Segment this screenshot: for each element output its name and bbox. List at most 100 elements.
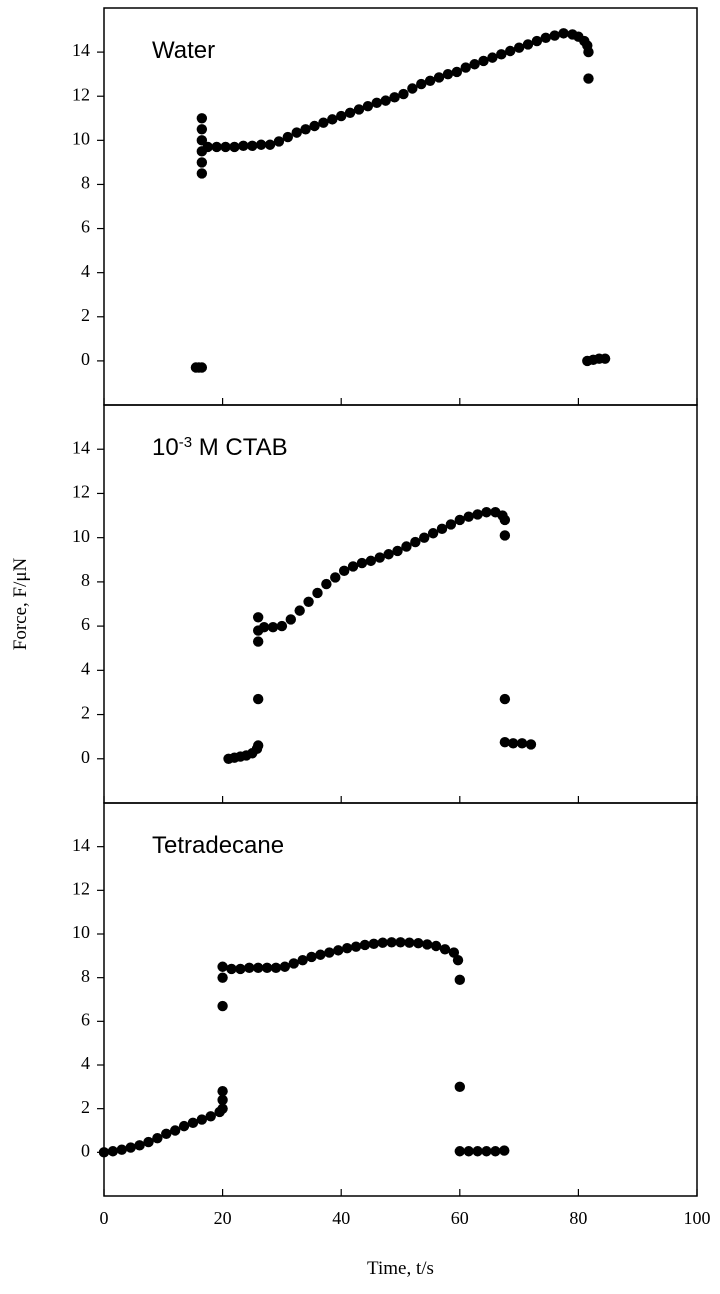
data-point <box>424 75 436 86</box>
data-point <box>448 947 460 958</box>
data-point <box>152 1132 163 1144</box>
data-point <box>134 1140 145 1151</box>
data-point <box>261 962 273 974</box>
data-point <box>374 552 385 563</box>
data-point <box>463 1146 474 1157</box>
panel-title: Tetradecane <box>152 832 284 859</box>
data-point <box>516 738 528 749</box>
data-point <box>481 1146 492 1157</box>
data-point <box>347 561 359 572</box>
data-point <box>499 1145 510 1156</box>
panel-title-part: -3 <box>179 434 192 451</box>
data-point <box>324 947 335 958</box>
x-tick-label: 0 <box>100 1208 109 1228</box>
data-point <box>267 622 279 633</box>
data-point <box>258 622 270 633</box>
panel-title: 10-3 M CTAB <box>152 434 288 462</box>
plot-frame <box>103 7 698 406</box>
y-tick-label: 8 <box>81 173 90 193</box>
data-point <box>264 139 276 150</box>
y-tick-label: 2 <box>81 305 90 325</box>
x-tick-label: 60 <box>451 1208 469 1228</box>
data-point <box>407 83 418 94</box>
x-tick-label: 20 <box>214 1208 232 1228</box>
data-point <box>599 353 611 364</box>
data-point <box>499 693 511 705</box>
data-point <box>439 944 451 955</box>
data-point <box>353 104 365 115</box>
data-point <box>196 362 208 373</box>
data-point <box>187 1117 199 1129</box>
data-point <box>350 941 362 952</box>
data-point <box>279 961 291 972</box>
data-point <box>196 135 208 146</box>
data-point <box>217 961 228 972</box>
data-point <box>220 141 231 153</box>
y-tick-label: 8 <box>81 966 90 986</box>
y-tick-label: 12 <box>72 84 90 104</box>
y-tick-label: 4 <box>81 261 90 281</box>
data-point <box>398 88 409 100</box>
y-tick-label: 10 <box>72 526 90 546</box>
data-point <box>306 951 317 963</box>
data-point <box>472 1146 483 1157</box>
data-point <box>107 1146 119 1157</box>
data-point <box>202 141 213 153</box>
y-tick-label: 4 <box>81 1053 90 1073</box>
data-point <box>255 139 267 150</box>
data-point <box>211 141 222 153</box>
y-tick-label: 4 <box>81 658 90 678</box>
y-tick-label: 0 <box>81 747 90 767</box>
data-point <box>282 131 294 143</box>
data-point <box>421 939 433 950</box>
plot-frame <box>103 802 698 1197</box>
data-point <box>229 141 240 153</box>
data-point <box>386 937 397 948</box>
data-point <box>217 972 228 983</box>
data-point <box>217 1094 228 1106</box>
y-tick-label: 2 <box>81 703 90 723</box>
data-point <box>270 962 282 974</box>
y-tick-label: 14 <box>72 437 90 457</box>
data-point <box>276 620 288 632</box>
data-point <box>359 939 371 951</box>
data-point <box>404 937 415 948</box>
data-point <box>244 962 255 974</box>
data-point <box>454 1081 465 1093</box>
x-tick-label: 40 <box>332 1208 350 1228</box>
data-point <box>161 1128 172 1139</box>
data-point <box>303 596 314 607</box>
data-point <box>410 536 421 548</box>
data-point <box>178 1120 190 1132</box>
data-point <box>205 1111 216 1122</box>
data-point <box>583 46 594 58</box>
data-point <box>327 114 338 125</box>
data-point <box>143 1136 154 1148</box>
plot-frame <box>103 404 698 804</box>
data-point <box>371 97 382 109</box>
data-point <box>235 963 246 975</box>
data-point <box>217 1103 228 1114</box>
data-point <box>338 565 350 577</box>
y-tick-label: 8 <box>81 570 90 590</box>
data-point <box>368 938 380 950</box>
data-point <box>430 940 442 952</box>
data-point <box>252 612 264 623</box>
data-point <box>478 55 489 67</box>
y-tick-label: 10 <box>72 922 90 942</box>
data-point <box>285 614 296 625</box>
data-point <box>436 523 448 535</box>
data-point <box>333 945 344 956</box>
data-point <box>169 1125 181 1136</box>
y-tick-label: 14 <box>72 40 90 60</box>
data-point <box>451 66 463 78</box>
data-point <box>362 100 374 112</box>
data-point <box>291 127 302 138</box>
data-point <box>217 1000 228 1012</box>
data-point <box>413 937 424 949</box>
data-point <box>336 110 347 122</box>
data-point <box>377 937 388 948</box>
data-point <box>558 28 569 39</box>
data-point <box>196 157 208 168</box>
